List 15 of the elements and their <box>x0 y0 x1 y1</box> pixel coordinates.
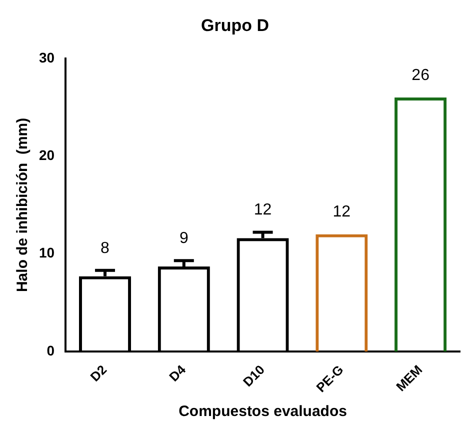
data-label: 12 <box>332 204 351 221</box>
x-tick-label: D10 <box>240 362 268 390</box>
data-label: 8 <box>100 240 110 257</box>
data-label: 12 <box>254 202 272 219</box>
chart-title: Grupo D <box>201 16 269 35</box>
y-tick-label: 10 <box>38 244 55 261</box>
y-tick-label: 30 <box>38 49 55 66</box>
x-axis-title: Compuestos evaluados <box>178 403 347 420</box>
data-label: 26 <box>412 66 430 84</box>
y-tick-label: 0 <box>46 342 55 358</box>
x-tick-label: D4 <box>166 362 190 384</box>
x-tick-label: D2 <box>87 362 110 384</box>
y-axis-title: Halo de inhibición (mm) <box>14 118 32 292</box>
y-tick-label: 20 <box>38 146 55 163</box>
data-label: 9 <box>179 230 188 248</box>
